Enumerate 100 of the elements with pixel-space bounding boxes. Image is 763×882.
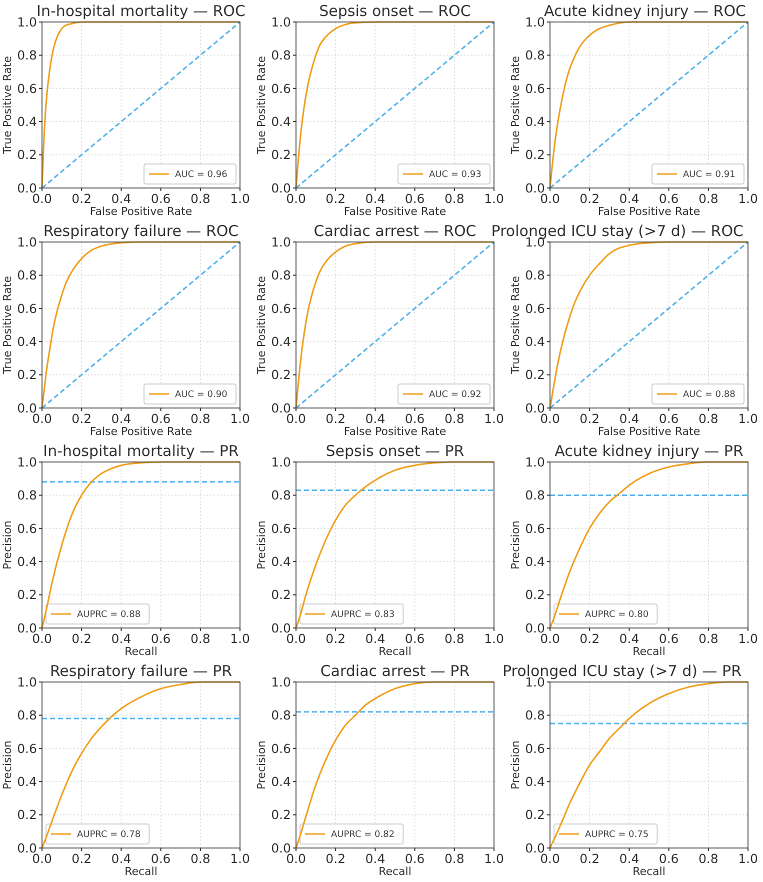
y-tick-label: 0.2 (271, 807, 291, 822)
x-tick-label: 1.0 (484, 191, 504, 206)
x-tick-label: 0.6 (404, 411, 425, 426)
x-tick-label: 0.0 (540, 191, 560, 206)
y-tick-label: 0.6 (271, 520, 292, 536)
y-tick-label: 0.6 (525, 80, 546, 96)
x-tick-label: 0.8 (444, 631, 464, 646)
y-axis-title: True Positive Rate (509, 56, 522, 155)
x-tick-label: 0.0 (32, 191, 52, 206)
y-axis-title: Precision (255, 520, 268, 570)
y-tick-label: 0.4 (525, 334, 546, 349)
y-tick-label: 0.6 (271, 80, 292, 96)
x-tick-label: 0.0 (286, 631, 306, 646)
legend-label: AUC = 0.88 (683, 390, 736, 400)
y-tick-label: 0.4 (525, 114, 546, 129)
chart-title: In-hospital mortality — ROC (36, 2, 246, 20)
legend-label: AUPRC = 0.88 (77, 610, 141, 620)
y-tick-label: 0.8 (17, 488, 38, 503)
line-series (295, 21, 495, 189)
chart-title: In-hospital mortality — PR (43, 442, 239, 460)
x-tick-label: 0.4 (111, 631, 132, 646)
x-tick-label: 0.4 (365, 191, 386, 206)
x-tick-label: 1.0 (484, 411, 504, 426)
y-tick-label: 1.0 (525, 14, 546, 30)
x-tick-label: 0.2 (326, 411, 346, 426)
x-tick-label: 0.6 (658, 631, 679, 646)
x-tick-label: 1.0 (738, 191, 758, 206)
y-tick-label: 0.2 (525, 147, 545, 162)
y-tick-label: 1.0 (17, 454, 38, 470)
x-axis-title: Recall (378, 645, 412, 658)
y-tick-label: 1.0 (271, 14, 292, 30)
line-series (549, 681, 749, 849)
y-tick-label: 0.8 (17, 48, 38, 63)
y-tick-label: 0.8 (271, 488, 292, 503)
y-tick-label: 1.0 (17, 674, 38, 690)
y-tick-label: 1.0 (271, 674, 292, 690)
x-tick-label: 1.0 (484, 631, 504, 646)
x-tick-label: 0.6 (404, 631, 425, 646)
x-tick-label: 0.8 (698, 631, 718, 646)
y-tick-label: 0.2 (271, 587, 291, 602)
y-axis-title: True Positive Rate (255, 276, 268, 375)
y-tick-label: 0.4 (17, 774, 38, 789)
y-tick-label: 0.4 (17, 114, 38, 129)
x-axis-title: False Positive Rate (344, 425, 446, 438)
y-tick-label: 0.4 (525, 774, 546, 789)
y-axis-title: Precision (255, 740, 268, 790)
x-tick-label: 0.0 (286, 851, 306, 866)
x-tick-label: 0.8 (190, 631, 210, 646)
x-tick-label: 0.4 (111, 851, 132, 866)
legend-label: AUPRC = 0.78 (77, 830, 141, 840)
y-tick-label: 1.0 (525, 454, 546, 470)
y-tick-label: 0.2 (525, 807, 545, 822)
y-tick-label: 0.8 (17, 708, 38, 723)
x-tick-label: 0.2 (72, 411, 92, 426)
x-tick-label: 0.6 (150, 851, 171, 866)
y-tick-label: 0.6 (17, 520, 38, 536)
legend-label: AUPRC = 0.83 (331, 610, 395, 620)
x-tick-label: 1.0 (738, 631, 758, 646)
x-tick-label: 0.8 (444, 851, 464, 866)
x-tick-label: 1.0 (230, 191, 250, 206)
y-tick-label: 0.2 (17, 147, 37, 162)
y-axis-title: True Positive Rate (255, 56, 268, 155)
x-tick-label: 0.4 (111, 191, 132, 206)
x-tick-label: 0.6 (150, 191, 171, 206)
x-tick-label: 0.0 (286, 411, 306, 426)
y-tick-label: 0.8 (525, 488, 546, 503)
x-tick-label: 0.8 (190, 851, 210, 866)
line-series (549, 21, 749, 189)
line-series (41, 681, 241, 849)
y-tick-label: 0.6 (271, 740, 292, 756)
y-tick-label: 0.8 (17, 268, 38, 283)
chart-title: Cardiac arrest — PR (320, 662, 470, 680)
x-tick-label: 0.0 (540, 631, 560, 646)
x-tick-label: 0.2 (326, 851, 346, 866)
y-axis-title: Precision (1, 740, 14, 790)
y-axis-title: True Positive Rate (509, 276, 522, 375)
y-tick-label: 0.6 (525, 300, 546, 316)
y-tick-label: 0.4 (525, 554, 546, 569)
x-tick-label: 0.2 (580, 191, 600, 206)
y-tick-label: 1.0 (17, 14, 38, 30)
x-tick-label: 0.8 (698, 851, 718, 866)
y-tick-label: 0.2 (271, 367, 291, 382)
x-tick-label: 0.2 (580, 631, 600, 646)
x-tick-label: 0.8 (190, 411, 210, 426)
x-tick-label: 0.4 (619, 411, 640, 426)
x-tick-label: 0.2 (72, 191, 92, 206)
x-tick-label: 1.0 (230, 851, 250, 866)
x-tick-label: 0.4 (365, 631, 386, 646)
x-tick-label: 0.4 (365, 411, 386, 426)
y-axis-title: Precision (509, 740, 522, 790)
line-series (549, 241, 749, 409)
x-tick-label: 0.6 (658, 851, 679, 866)
legend-label: AUPRC = 0.75 (585, 830, 649, 840)
y-tick-label: 0.4 (271, 114, 292, 129)
y-tick-label: 0.2 (525, 587, 545, 602)
x-tick-label: 0.6 (150, 631, 171, 646)
x-tick-label: 0.8 (698, 411, 718, 426)
y-tick-label: 0.6 (525, 740, 546, 756)
x-tick-label: 0.4 (619, 631, 640, 646)
legend-label: AUPRC = 0.82 (331, 830, 395, 840)
